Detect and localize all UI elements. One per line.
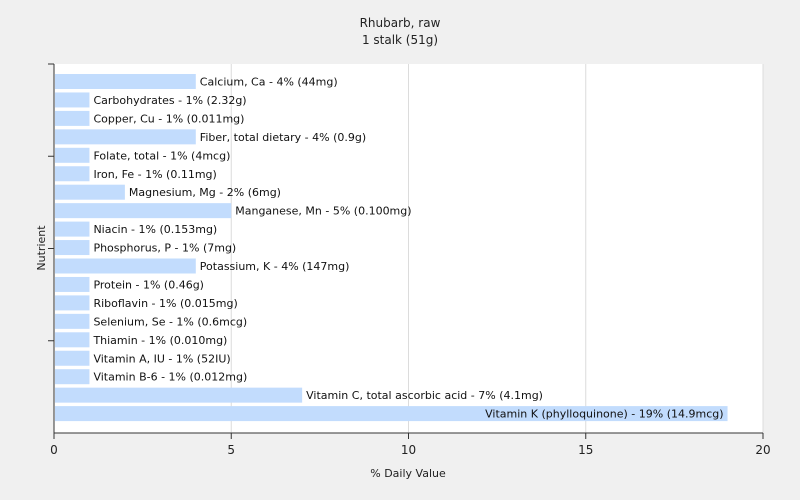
bar bbox=[55, 369, 90, 385]
bar bbox=[55, 240, 90, 256]
bar-label: Vitamin B-6 - 1% (0.012mg) bbox=[93, 371, 247, 384]
bar bbox=[55, 110, 90, 126]
bar bbox=[55, 332, 90, 348]
bar-label: Iron, Fe - 1% (0.11mg) bbox=[93, 168, 216, 181]
bar-label: Phosphorus, P - 1% (7mg) bbox=[93, 242, 236, 255]
bar-label: Fiber, total dietary - 4% (0.9g) bbox=[200, 131, 366, 144]
bar-label: Thiamin - 1% (0.010mg) bbox=[92, 334, 227, 347]
bar-label: Vitamin C, total ascorbic acid - 7% (4.1… bbox=[306, 389, 543, 402]
bar bbox=[55, 166, 90, 182]
bar-label: Niacin - 1% (0.153mg) bbox=[93, 223, 217, 236]
bar bbox=[55, 203, 232, 219]
bar-label: Manganese, Mn - 5% (0.100mg) bbox=[235, 205, 411, 218]
x-tick-label: 5 bbox=[227, 443, 235, 457]
bar-label: Calcium, Ca - 4% (44mg) bbox=[200, 76, 338, 89]
x-tick-label: 15 bbox=[578, 443, 593, 457]
bar bbox=[55, 313, 90, 329]
y-axis-label: Nutrient bbox=[35, 225, 48, 271]
bar bbox=[55, 276, 90, 292]
bar bbox=[55, 92, 90, 108]
bar-label: Copper, Cu - 1% (0.011mg) bbox=[93, 112, 244, 125]
bar bbox=[55, 295, 90, 311]
bar bbox=[55, 147, 90, 163]
bar-label: Carbohydrates - 1% (2.32g) bbox=[93, 94, 246, 107]
bar-label: Magnesium, Mg - 2% (6mg) bbox=[129, 186, 281, 199]
bar bbox=[55, 258, 196, 274]
x-tick-label: 0 bbox=[50, 443, 58, 457]
bar-label: Protein - 1% (0.46g) bbox=[93, 278, 204, 291]
bar bbox=[55, 74, 196, 89]
bar bbox=[55, 387, 303, 403]
x-axis-label: % Daily Value bbox=[370, 467, 446, 480]
bar bbox=[55, 350, 90, 366]
bar-label: Folate, total - 1% (4mcg) bbox=[93, 149, 230, 162]
bar bbox=[55, 184, 125, 200]
bar bbox=[55, 221, 90, 237]
bar-label: Riboflavin - 1% (0.015mg) bbox=[93, 297, 237, 310]
x-tick-label: 20 bbox=[755, 443, 770, 457]
x-tick-label: 10 bbox=[401, 443, 416, 457]
chart-subtitle: 1 stalk (51g) bbox=[362, 33, 438, 47]
bar-label: Vitamin A, IU - 1% (52IU) bbox=[93, 352, 230, 365]
bar-label: Selenium, Se - 1% (0.6mcg) bbox=[93, 315, 247, 328]
bar bbox=[55, 129, 196, 145]
bar-label: Potassium, K - 4% (147mg) bbox=[200, 260, 350, 273]
chart-title: Rhubarb, raw bbox=[360, 16, 441, 30]
plot-area: Calcium, Ca - 4% (44mg) Carbohydrates - 1… bbox=[48, 63, 771, 457]
bar bbox=[55, 406, 728, 422]
bar-label: Vitamin K (phylloquinone) - 19% (14.9mcg… bbox=[485, 408, 723, 421]
